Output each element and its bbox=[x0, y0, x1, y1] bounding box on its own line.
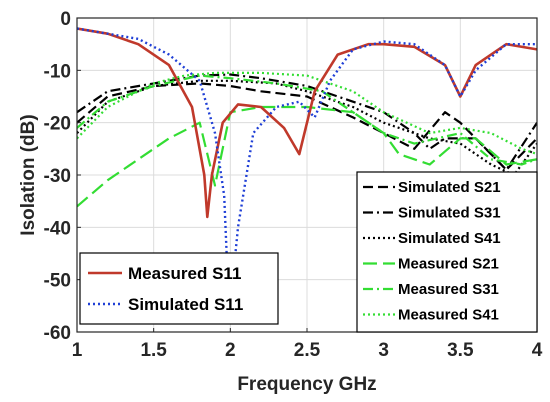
series-line-simulated-s11 bbox=[77, 27, 537, 307]
legend-label: Measured S21 bbox=[398, 256, 499, 273]
y-tick-label: -50 bbox=[44, 271, 71, 292]
x-tick-label: 2.5 bbox=[294, 340, 321, 361]
legend-s11: Measured S11 Simulated S11 bbox=[79, 252, 279, 325]
y-tick-label: -40 bbox=[44, 218, 71, 239]
y-tick-label: 0 bbox=[60, 9, 71, 30]
y-tick-label: -20 bbox=[44, 114, 71, 135]
series-layer bbox=[77, 27, 537, 307]
y-tick-label: -30 bbox=[44, 166, 71, 187]
series-line-measured-s31 bbox=[77, 74, 537, 166]
series-line-simulated-s21 bbox=[77, 82, 537, 171]
legend-label: Measured S31 bbox=[398, 281, 499, 298]
legend-label: Simulated S11 bbox=[128, 295, 243, 314]
x-tick-label: 2 bbox=[225, 340, 236, 361]
x-tick-label: 1 bbox=[72, 340, 83, 361]
y-axis-label: Isolation (dB) bbox=[18, 114, 39, 235]
tick-labels: 1 1.5 2 2.5 3 3.5 4 0 -10 -20 -30 -40 -50 -60 bbox=[44, 9, 543, 361]
series-line-simulated-s41 bbox=[77, 79, 537, 177]
legend-label: Measured S11 bbox=[128, 264, 241, 283]
x-axis-label: Frequency GHz bbox=[237, 374, 376, 395]
legend-label: Simulated S41 bbox=[398, 230, 501, 247]
x-tick-label: 3 bbox=[378, 340, 389, 361]
legend-label: Measured S41 bbox=[398, 307, 499, 324]
series-line-measured-s41 bbox=[77, 71, 537, 156]
legend-label: Simulated S31 bbox=[398, 205, 501, 222]
series-line-simulated-s31 bbox=[77, 73, 537, 171]
y-tick-label: -10 bbox=[44, 61, 71, 82]
legend-label: Simulated S21 bbox=[398, 179, 501, 196]
legend-box bbox=[356, 171, 538, 333]
x-tick-label: 1.5 bbox=[140, 340, 167, 361]
x-tick-label: 4 bbox=[532, 340, 543, 361]
x-tick-label: 3.5 bbox=[447, 340, 474, 361]
series-line-measured-s11 bbox=[77, 27, 537, 219]
legend-box bbox=[79, 252, 279, 325]
legend-isolation: Simulated S21 Simulated S31 Simulated S41 M… bbox=[356, 171, 538, 333]
y-tick-label: -60 bbox=[44, 323, 71, 344]
